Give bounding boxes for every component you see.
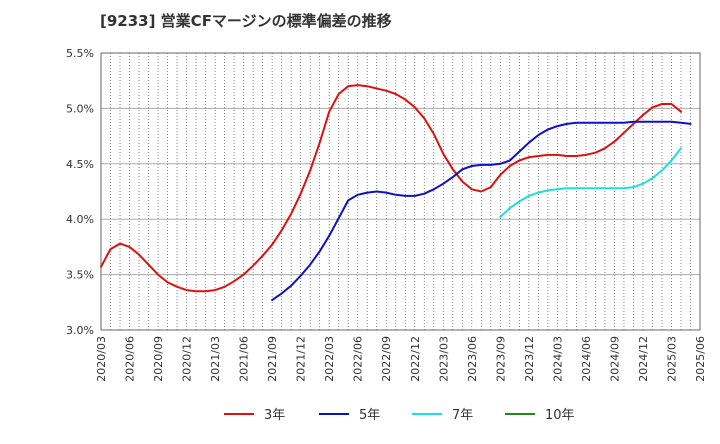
x-tick-label: 2024/12 [637,336,650,382]
x-tick-label: 2021/09 [266,336,279,382]
x-tick-label: 2020/09 [152,336,165,382]
x-tick-label: 2023/12 [523,336,536,382]
x-tick-label: 2021/06 [238,336,251,382]
legend-label: 5年 [359,408,380,423]
x-tick-label: 2025/06 [694,336,707,382]
x-tick-label: 2024/09 [608,336,621,382]
legend-label: 7年 [452,408,473,423]
series-line [499,147,682,218]
x-tick-label: 2023/06 [466,336,479,382]
plot-area [101,53,700,330]
x-tick-label: 2021/12 [295,336,308,382]
legend-label: 10年 [545,408,575,423]
y-tick-label: 5.5% [66,47,94,60]
x-tick-label: 2024/06 [580,336,593,382]
x-tick-label: 2023/03 [437,336,450,382]
y-tick-label: 4.5% [66,158,94,171]
y-tick-label: 5.0% [66,102,94,115]
series-line [100,84,682,293]
x-tick-label: 2025/03 [665,336,678,382]
x-tick-label: 2020/06 [124,336,137,382]
x-tick-label: 2022/09 [380,336,393,382]
x-tick-label: 2023/09 [494,336,507,382]
series-line [271,120,692,302]
x-tick-label: 2022/12 [409,336,422,382]
x-tick-label: 2024/03 [551,336,564,382]
x-tick-label: 2022/03 [323,336,336,382]
y-tick-label: 3.0% [66,324,94,337]
x-tick-label: 2020/12 [181,336,194,382]
y-tick-label: 4.0% [66,213,94,226]
x-tick-label: 2022/06 [352,336,365,382]
plot-border [100,52,701,331]
legend-label: 3年 [264,408,285,423]
x-tick-label: 2021/03 [209,336,222,382]
y-tick-label: 3.5% [66,269,94,282]
x-tick-label: 2020/03 [95,336,108,382]
chart-title: [9233] 営業CFマージンの標準偏差の推移 [100,12,392,30]
